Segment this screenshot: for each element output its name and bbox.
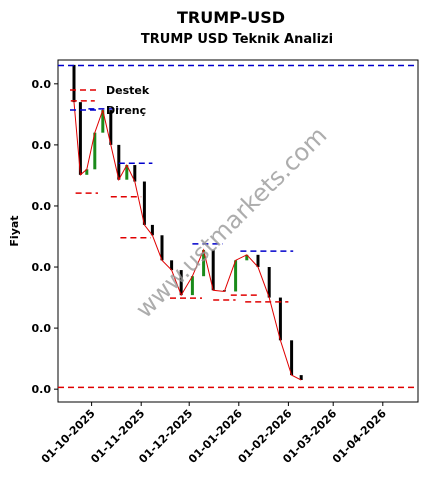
candle [211, 249, 215, 291]
candle [72, 64, 76, 103]
price-line [73, 102, 302, 381]
plot-frame [57, 59, 419, 403]
y-tick-label: 0.0 [32, 78, 52, 91]
chart-subtitle: TRUMP USD Teknik Analizi [141, 32, 333, 47]
candle [150, 224, 154, 236]
candle [85, 169, 89, 175]
candle [93, 132, 97, 170]
candle [179, 270, 183, 296]
candle [278, 297, 282, 341]
y-axis-label: Fiyat [8, 215, 21, 246]
x-tick-label: 01-04-2026 [330, 407, 389, 466]
candle [117, 144, 121, 180]
y-tick-label: 0.0 [32, 200, 52, 213]
y-tick-label: 0.0 [32, 139, 52, 152]
legend-label: Destek [106, 84, 150, 97]
candle [133, 165, 137, 182]
y-tick-label: 0.0 [32, 261, 52, 274]
candle [101, 110, 105, 133]
y-tick-label: 0.0 [32, 383, 52, 396]
legend-label: Direnç [106, 104, 146, 117]
candle [190, 276, 194, 296]
y-tick-label: 0.0 [32, 322, 52, 335]
candle [142, 181, 146, 225]
candle [78, 102, 82, 175]
candle [234, 260, 238, 292]
candle [170, 260, 174, 271]
candle [160, 235, 164, 261]
candle [290, 340, 294, 376]
candle [125, 165, 129, 180]
candle [267, 267, 271, 298]
watermark: www.ustmarkets.com [130, 121, 332, 323]
candle [109, 110, 113, 145]
candle [245, 254, 249, 261]
chart-title: TRUMP-USD [177, 8, 285, 27]
candle [299, 375, 303, 381]
candle [202, 249, 206, 277]
candle [256, 254, 260, 268]
